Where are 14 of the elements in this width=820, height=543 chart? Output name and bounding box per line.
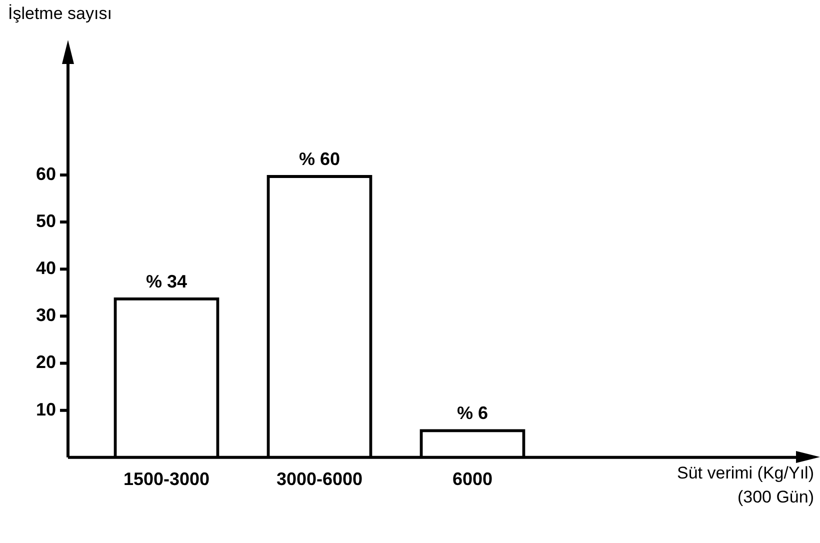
- x-tick-label: 3000-6000: [276, 469, 363, 490]
- x-tick-label: 1500-3000: [123, 469, 210, 490]
- x-tick-label: 6000: [452, 469, 493, 490]
- y-tick-label: 10: [36, 399, 56, 420]
- data-label: % 60: [298, 148, 340, 169]
- data-label: % 34: [146, 271, 188, 292]
- y-axis-title: İşletme sayısı: [8, 4, 112, 24]
- y-tick-label: 40: [36, 258, 56, 278]
- y-tick-label: 20: [36, 352, 56, 372]
- text: Süt verimi (Kg/Yıl) (300 Gün): [677, 464, 814, 507]
- y-tick-label: 50: [36, 211, 56, 232]
- data-label: % 6: [456, 403, 488, 424]
- y-tick-label: 30: [36, 305, 56, 326]
- y-tick-label: 60: [36, 164, 56, 184]
